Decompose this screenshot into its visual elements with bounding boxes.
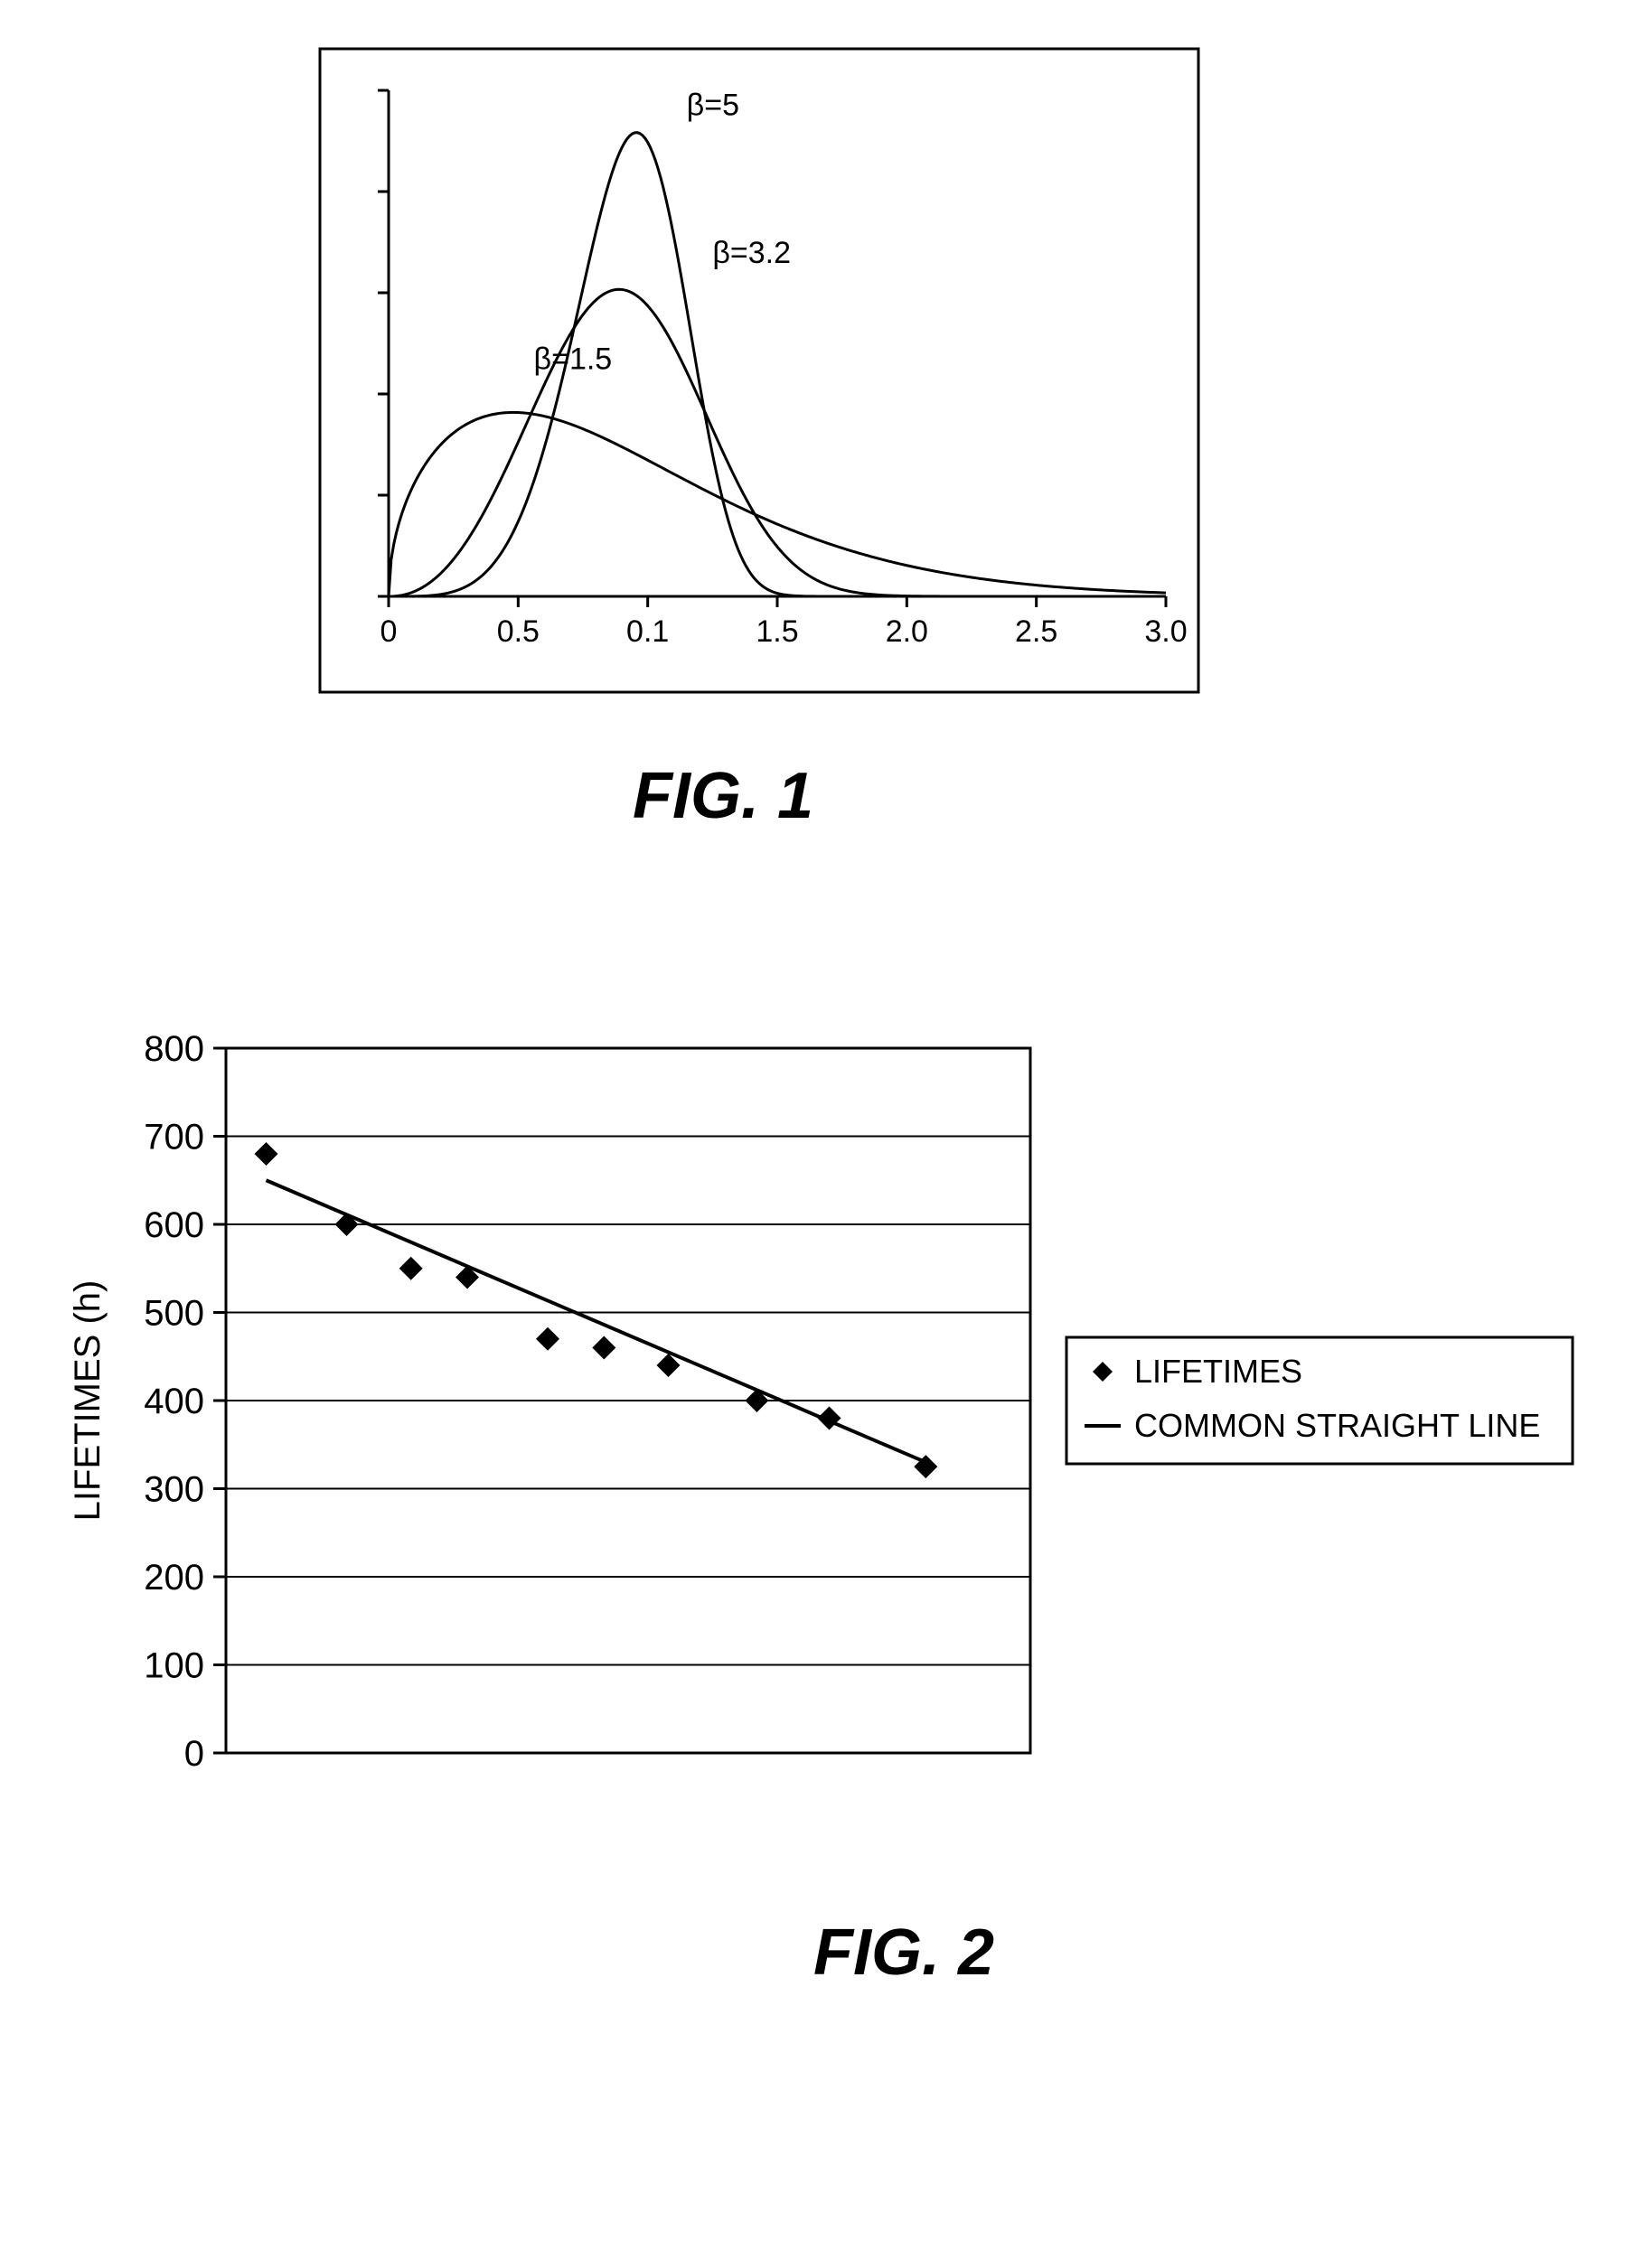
fig1-xtick-label: 3.0 [1144,614,1187,649]
fig2-ytick-label: 100 [144,1646,204,1686]
fig2-ytick-label: 700 [144,1118,204,1157]
fig1-curve-label: β=3.2 [712,236,791,270]
fig2-ytick-label: 600 [144,1205,204,1245]
fig2-ytick-label: 500 [144,1294,204,1334]
fig2-ytick-label: 400 [144,1382,204,1421]
fig1-curve-label: β=5 [687,88,739,122]
fig2-caption: FIG. 2 [813,1916,994,1990]
fig1-xtick-label: 0.5 [497,614,540,649]
fig2-ytick-label: 200 [144,1558,204,1598]
fig2-ytick-label: 300 [144,1470,204,1510]
fig1-curve-label: β=1.5 [534,342,613,377]
fig1-xtick-label: 2.0 [886,614,928,649]
fig2-ylabel: LIFETIMES (h) [68,1280,108,1522]
fig2-ytick-label: 0 [184,1734,204,1774]
page: 00.50.11.52.02.53.0β=5β=3.2β=1.5 FIG. 1 … [0,0,1625,2268]
legend-label: COMMON STRAIGHT LINE [1134,1407,1540,1444]
fig1-chart: 0 0.5 0.1 1.5 2.0 2.5 3.0 β=5 β=3.2 β=1.5 [307,36,1211,705]
fig2-ytick-label: 800 [144,1029,204,1069]
fig1-xtick-label: 0.1 [626,614,669,649]
fig1-xtick-label: 1.5 [756,614,798,649]
fig1-xtick-label: 0 [380,614,398,649]
fig1-caption: FIG. 1 [633,759,813,833]
legend-label: LIFETIMES [1134,1353,1302,1390]
fig1-xtick-label: 2.5 [1015,614,1057,649]
fig2-chart: 0 100 200 300 400 500 600 700 800 LIFETIMES (h) LI… [54,1012,1591,1825]
